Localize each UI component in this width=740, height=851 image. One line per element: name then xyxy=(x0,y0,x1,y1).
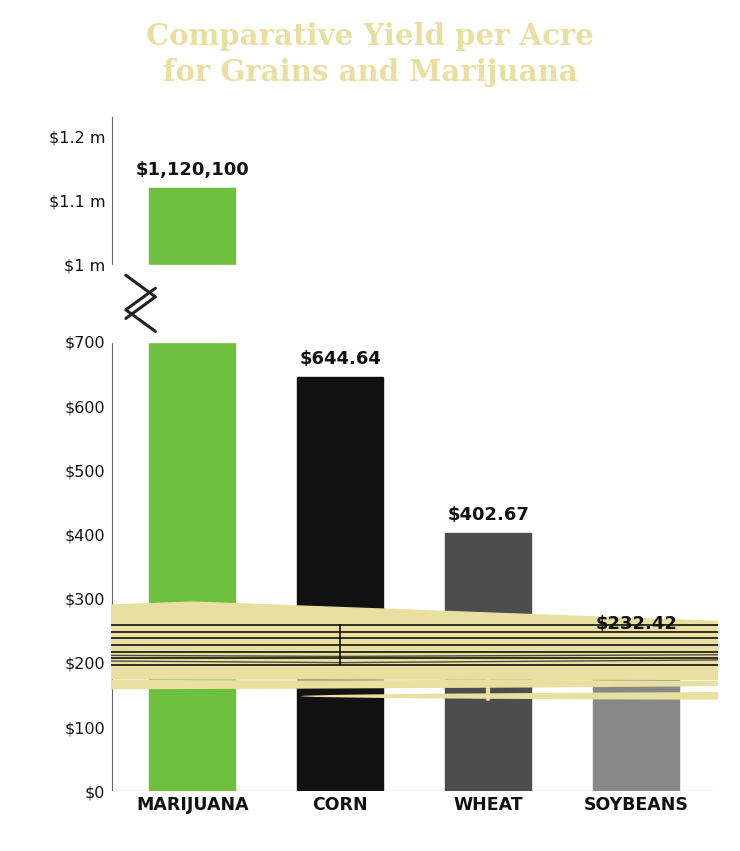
Polygon shape xyxy=(0,610,740,643)
Text: $232.42: $232.42 xyxy=(596,615,677,633)
Polygon shape xyxy=(0,603,740,642)
Ellipse shape xyxy=(0,625,740,636)
Text: $644.64: $644.64 xyxy=(300,351,381,368)
Polygon shape xyxy=(0,627,340,669)
Bar xyxy=(149,187,235,265)
Polygon shape xyxy=(0,610,740,643)
Bar xyxy=(445,533,531,791)
Ellipse shape xyxy=(0,669,740,680)
Ellipse shape xyxy=(0,622,740,665)
Polygon shape xyxy=(0,624,740,645)
Polygon shape xyxy=(0,624,438,645)
Text: $402.67: $402.67 xyxy=(448,505,529,524)
Text: Comparative Yield per Acre: Comparative Yield per Acre xyxy=(146,22,594,51)
Text: $1,120,100: $1,120,100 xyxy=(135,161,249,179)
Polygon shape xyxy=(402,636,740,647)
Bar xyxy=(297,377,383,791)
Polygon shape xyxy=(340,627,740,669)
Ellipse shape xyxy=(300,690,740,701)
Bar xyxy=(593,643,679,791)
Text: for Grains and Marijuana: for Grains and Marijuana xyxy=(163,58,577,87)
Bar xyxy=(110,265,719,342)
Ellipse shape xyxy=(0,679,740,690)
Polygon shape xyxy=(0,662,740,705)
Bar xyxy=(149,342,235,791)
